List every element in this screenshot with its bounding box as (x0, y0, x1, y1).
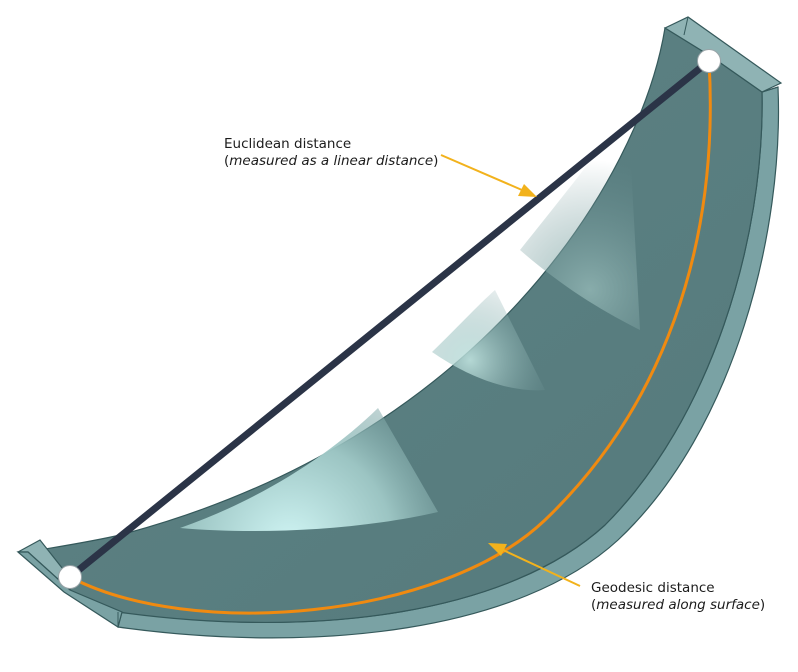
geodesic-leader-line (502, 549, 581, 587)
geodesic-label: Geodesic distance (measured along surfac… (591, 580, 765, 614)
endpoint-top (697, 49, 721, 73)
surface-highlight-upper (520, 110, 640, 330)
shell-bottom-side (16, 551, 123, 628)
euclidean-label: Euclidean distance (measured as a linear… (224, 136, 438, 170)
geodesic-leader-arrowhead (488, 543, 507, 556)
shell-top-corner-edge (761, 86, 779, 93)
geodesic-note: (measured along surface) (591, 597, 765, 614)
euclidean-chord (66, 57, 713, 581)
euclidean-title: Euclidean distance (224, 136, 352, 152)
euclidean-leader-line (440, 154, 523, 191)
geodesic-title: Geodesic distance (591, 580, 715, 596)
euclidean-paren-open: ( (224, 153, 230, 169)
euclidean-note: (measured as a linear distance) (224, 153, 438, 170)
shell-top-rim-edge (683, 16, 689, 36)
geodesic-note-text: measured along surface (596, 597, 760, 613)
euclidean-leader-arrowhead (518, 184, 537, 197)
geodesic-paren-close: ) (759, 597, 766, 613)
surface-highlight-mid (432, 290, 545, 391)
shell-inner-surface (26, 27, 763, 624)
geodesic-paren-open: ( (591, 597, 597, 613)
endpoint-bottom (58, 565, 82, 589)
geodesic-path (69, 60, 712, 615)
surface-highlight-main (180, 408, 438, 532)
euclidean-paren-close: ) (433, 153, 439, 169)
euclidean-note-text: measured as a linear distance (229, 153, 434, 169)
